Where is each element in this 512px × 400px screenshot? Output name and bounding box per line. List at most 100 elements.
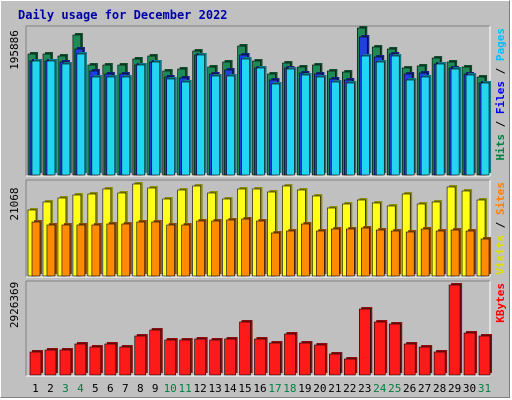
bar-sites-15 xyxy=(241,217,252,277)
bar-kbytes-16 xyxy=(254,337,268,376)
legend-hits-files-pages: Hits / Files / Pages xyxy=(494,28,507,161)
bar-pages-5 xyxy=(91,75,102,176)
bar-kbytes-26 xyxy=(403,342,418,376)
bar-sites-4 xyxy=(76,223,87,277)
bar-kbytes-5 xyxy=(89,345,103,376)
day-label-8: 8 xyxy=(137,382,144,395)
bar-pages-14 xyxy=(226,74,237,176)
bar-pages-4 xyxy=(76,52,87,176)
day-label-9: 9 xyxy=(152,382,159,395)
bar-kbytes-9 xyxy=(149,328,163,376)
bar-kbytes-23 xyxy=(358,307,373,376)
legend-entry: / xyxy=(494,61,507,81)
bar-kbytes-14 xyxy=(224,337,238,376)
bar-sites-14 xyxy=(226,218,237,277)
day-label-12: 12 xyxy=(194,382,207,395)
bar-kbytes-18 xyxy=(284,332,298,376)
bar-sites-18 xyxy=(286,229,297,277)
bar-sites-19 xyxy=(301,222,312,277)
bar-pages-23 xyxy=(360,54,372,176)
bar-kbytes-1 xyxy=(29,350,43,376)
bar-sites-5 xyxy=(91,223,102,277)
bar-kbytes-29 xyxy=(448,283,463,376)
legend-entry: Pages xyxy=(494,28,507,61)
day-label-30: 30 xyxy=(463,382,476,395)
bar-sites-8 xyxy=(136,220,147,277)
bar-kbytes-22 xyxy=(344,357,358,376)
bar-pages-10 xyxy=(166,77,177,176)
bar-pages-13 xyxy=(211,74,222,176)
bar-pages-3 xyxy=(61,62,72,176)
bar-pages-9 xyxy=(151,60,162,176)
bar-sites-26 xyxy=(405,230,417,277)
bar-kbytes-10 xyxy=(164,338,178,376)
max-value-label: 195886 xyxy=(8,30,21,70)
bar-pages-16 xyxy=(256,66,267,176)
bar-sites-31 xyxy=(480,237,492,277)
legend-entry: Hits xyxy=(494,134,507,161)
day-label-25: 25 xyxy=(388,382,401,395)
bar-kbytes-31 xyxy=(478,334,493,376)
bar-sites-2 xyxy=(46,223,57,277)
bar-kbytes-24 xyxy=(373,320,388,376)
day-label-4: 4 xyxy=(77,382,84,395)
bar-kbytes-8 xyxy=(134,334,148,376)
day-label-23: 23 xyxy=(358,382,371,395)
panel-kbytes: 2926369 KBytes xyxy=(8,280,507,377)
day-label-31: 31 xyxy=(478,382,491,395)
bar-sites-7 xyxy=(121,222,132,277)
max-value-label: 2926369 xyxy=(8,282,21,328)
day-label-2: 2 xyxy=(47,382,54,395)
panel-hits-files-pages: 195886 Hits / Files / Pages xyxy=(8,25,507,177)
bar-sites-28 xyxy=(435,229,447,277)
bar-kbytes-11 xyxy=(179,338,193,376)
day-label-11: 11 xyxy=(179,382,192,395)
panel-visits-sites: 21068 Visits / Sites xyxy=(8,179,507,278)
bar-pages-15 xyxy=(241,57,252,176)
bar-pages-29 xyxy=(450,67,462,176)
bar-pages-30 xyxy=(465,73,477,176)
bar-pages-11 xyxy=(181,80,192,176)
legend-entry: / xyxy=(494,114,507,134)
bar-sites-27 xyxy=(420,227,432,277)
bar-kbytes-27 xyxy=(418,345,433,376)
bar-sites-6 xyxy=(106,222,117,277)
day-label-17: 17 xyxy=(268,382,281,395)
bar-sites-25 xyxy=(390,229,402,277)
bar-pages-26 xyxy=(405,78,417,176)
bar-sites-22 xyxy=(346,227,357,277)
bar-kbytes-19 xyxy=(299,341,313,376)
bar-pages-21 xyxy=(331,80,342,176)
day-label-6: 6 xyxy=(107,382,114,395)
legend-entry: Visits xyxy=(494,235,507,275)
bar-pages-1 xyxy=(31,59,42,176)
bar-pages-2 xyxy=(46,59,57,176)
bar-kbytes-3 xyxy=(59,348,73,376)
bar-pages-17 xyxy=(271,82,282,176)
bar-sites-16 xyxy=(256,219,267,277)
bar-kbytes-4 xyxy=(74,342,88,376)
day-label-18: 18 xyxy=(283,382,296,395)
bar-sites-3 xyxy=(61,223,72,277)
bar-sites-17 xyxy=(271,231,282,277)
bar-kbytes-20 xyxy=(314,343,328,376)
bar-sites-12 xyxy=(196,219,207,277)
bar-kbytes-25 xyxy=(388,322,403,376)
bar-pages-19 xyxy=(301,73,312,176)
legend-entry: Sites xyxy=(494,182,507,215)
day-label-15: 15 xyxy=(238,382,251,395)
day-label-13: 13 xyxy=(208,382,221,395)
day-label-3: 3 xyxy=(62,382,69,395)
bar-pages-7 xyxy=(121,75,132,176)
day-label-7: 7 xyxy=(122,382,129,395)
bar-pages-6 xyxy=(106,75,117,176)
bar-pages-25 xyxy=(390,54,402,176)
bar-kbytes-30 xyxy=(463,331,478,376)
day-label-21: 21 xyxy=(328,382,341,395)
legend-entry: KBytes xyxy=(494,283,507,323)
day-label-19: 19 xyxy=(298,382,311,395)
bar-sites-1 xyxy=(31,220,42,277)
day-label-5: 5 xyxy=(92,382,99,395)
bar-sites-29 xyxy=(450,228,462,277)
